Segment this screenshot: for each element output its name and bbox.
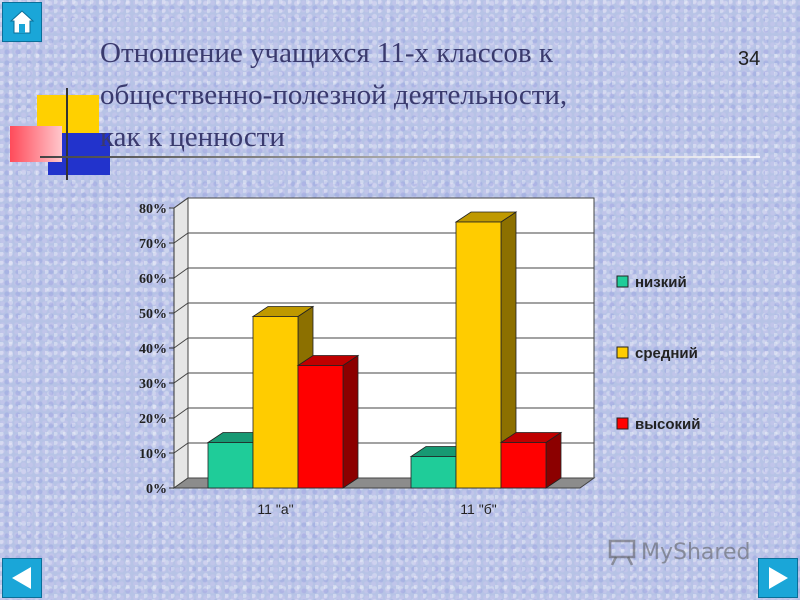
bar-средний-1 bbox=[454, 211, 518, 489]
gridline-side bbox=[173, 232, 189, 244]
title-line-1: Отношение учащихся 11-х классов к bbox=[100, 37, 553, 69]
legend-label-средний: средний bbox=[635, 345, 698, 362]
decor-vertical-line bbox=[66, 88, 68, 180]
home-icon bbox=[9, 10, 35, 34]
gridline-side bbox=[173, 302, 189, 314]
page-number: 34 bbox=[738, 48, 761, 70]
legend-label-низкий: низкий bbox=[635, 274, 687, 291]
title-line-3: как к ценности bbox=[100, 121, 285, 153]
slide-title: Отношение учащихся 11-х классов к общест… bbox=[100, 32, 700, 158]
legend-swatch-высокий bbox=[616, 417, 629, 430]
bar-front bbox=[252, 316, 299, 489]
arrow-right-icon bbox=[769, 567, 788, 589]
next-slide-button[interactable] bbox=[758, 558, 798, 598]
bar-front bbox=[410, 456, 457, 489]
bar-front bbox=[207, 442, 254, 489]
bar-front bbox=[500, 442, 547, 489]
legend-swatch-низкий bbox=[616, 275, 629, 288]
gridline-side bbox=[173, 267, 189, 279]
arrow-left-icon bbox=[12, 567, 31, 589]
x-category-label: 11 "а" bbox=[257, 501, 293, 517]
title-divider bbox=[40, 156, 760, 158]
watermark: MyShared bbox=[607, 537, 750, 567]
x-category-label: 11 "б" bbox=[460, 501, 496, 517]
y-tick-label: 30% bbox=[139, 377, 167, 392]
y-tick-label: 40% bbox=[139, 342, 167, 357]
bar-высокий-0 bbox=[296, 354, 360, 489]
y-tick-label: 0% bbox=[146, 482, 167, 497]
home-button[interactable] bbox=[2, 2, 42, 42]
gridline-side bbox=[173, 372, 189, 384]
bar-высокий-1 bbox=[499, 431, 563, 489]
bar-front bbox=[455, 221, 502, 489]
gridline-side bbox=[173, 337, 189, 349]
y-tick-label: 20% bbox=[139, 412, 167, 427]
previous-slide-button[interactable] bbox=[2, 558, 42, 598]
y-tick-label: 10% bbox=[139, 447, 167, 462]
title-line-2: общественно-полезной деятельности, bbox=[100, 79, 568, 111]
y-tick-label: 70% bbox=[139, 237, 167, 252]
gridline-side bbox=[173, 197, 189, 209]
legend-label-высокий: высокий bbox=[635, 416, 701, 433]
y-tick-label: 60% bbox=[139, 272, 167, 287]
gridline-side bbox=[173, 407, 189, 419]
y-tick-label: 50% bbox=[139, 307, 167, 322]
bar-side bbox=[342, 354, 359, 489]
y-tick-label: 80% bbox=[139, 202, 167, 217]
presentation-board-icon bbox=[608, 539, 636, 566]
watermark-text: MyShared bbox=[641, 539, 751, 565]
legend-swatch-средний bbox=[616, 346, 629, 359]
bar-front bbox=[297, 365, 344, 489]
gridline-side bbox=[173, 442, 189, 454]
